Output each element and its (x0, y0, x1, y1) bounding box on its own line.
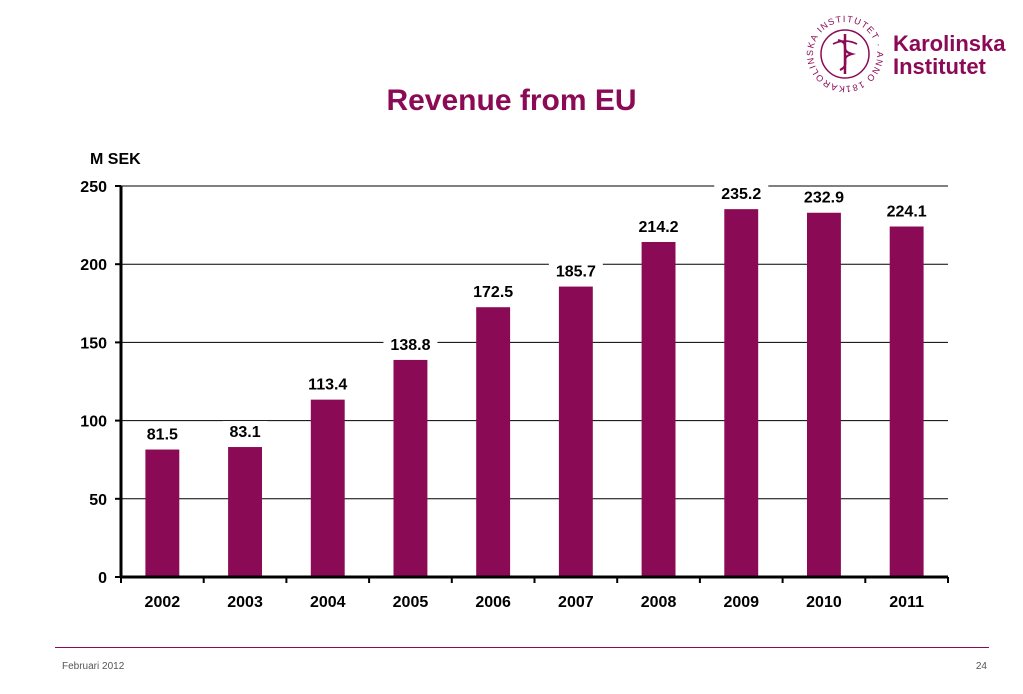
value-label-bg (222, 421, 268, 443)
value-label-bg (796, 186, 851, 208)
bar (310, 399, 345, 577)
bar (228, 447, 263, 577)
footer-divider (55, 647, 989, 648)
value-label: 81.5 (147, 427, 178, 444)
value-label: 232.9 (804, 190, 844, 207)
y-tick-label: 250 (80, 179, 107, 196)
bar (889, 226, 924, 577)
bar (641, 241, 676, 577)
chart-title: Revenue from EU (386, 84, 637, 117)
x-tick-label: 2007 (558, 594, 594, 611)
value-label-bg (383, 333, 438, 355)
bar (806, 212, 841, 578)
bars (145, 209, 924, 578)
value-label: 138.8 (390, 337, 430, 354)
value-label-bg (300, 373, 355, 395)
value-label-bg (879, 200, 934, 222)
axes (115, 185, 949, 583)
x-tick-label: 2004 (310, 594, 346, 611)
labels: 0 50 100 150 200 250 81.5 2002 83.1 2003 113.4 2004… (80, 179, 934, 611)
y-tick-label: 150 (80, 335, 107, 352)
karolinska-logo: KAROLINSKA INSTITUTET · ANNO 1810 Karoli… (797, 6, 1006, 94)
value-label-bg (139, 423, 185, 445)
y-tick-label: 0 (98, 570, 107, 587)
footer-date: Februari 2012 (62, 661, 125, 672)
x-tick-label: 2003 (227, 594, 263, 611)
x-tick-label: 2009 (723, 594, 759, 611)
x-tick-label: 2008 (641, 594, 677, 611)
y-axis-label: M SEK (90, 151, 141, 168)
value-label-bg (466, 281, 521, 303)
bar (558, 286, 593, 577)
value-label-bg (714, 183, 769, 205)
value-label: 113.4 (308, 377, 347, 394)
brand-name-line2: Institutet (893, 54, 986, 79)
x-tick-label: 2011 (889, 594, 924, 611)
value-label-bg (548, 260, 603, 282)
x-tick-label: 2005 (393, 594, 429, 611)
x-tick-label: 2002 (145, 594, 181, 611)
value-label-bg (631, 215, 686, 237)
bar (393, 359, 428, 577)
bar (476, 307, 511, 577)
y-tick-label: 100 (80, 414, 107, 431)
value-label: 224.1 (887, 204, 927, 221)
value-label: 83.1 (229, 424, 260, 441)
y-tick-label: 50 (89, 492, 107, 509)
x-tick-label: 2010 (806, 594, 842, 611)
x-tick-label: 2006 (475, 594, 511, 611)
value-label: 172.5 (473, 284, 513, 301)
bar (145, 449, 180, 577)
value-label: 235.2 (721, 186, 761, 203)
page-number: 24 (975, 661, 987, 672)
value-label: 185.7 (556, 264, 596, 281)
bar (724, 209, 759, 577)
value-label: 214.2 (639, 219, 679, 236)
seal-icon: KAROLINSKA INSTITUTET · ANNO 1810 (797, 6, 884, 94)
y-tick-label: 200 (80, 257, 107, 274)
brand-name-line1: Karolinska (893, 31, 1006, 56)
